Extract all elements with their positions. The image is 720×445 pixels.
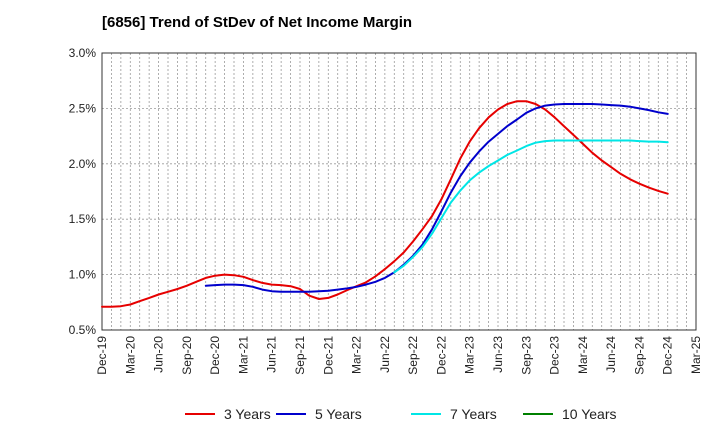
x-tick-label: Sep-22: [406, 336, 420, 375]
legend-label: 5 Years: [315, 406, 362, 422]
x-tick-label: Mar-25: [689, 336, 703, 374]
x-tick-label: Dec-22: [434, 336, 448, 375]
x-tick-label: Mar-22: [350, 336, 364, 374]
x-tick-label: Sep-24: [632, 336, 646, 375]
x-tick-label: Sep-23: [519, 336, 533, 375]
y-tick-label: 2.0%: [69, 157, 97, 171]
x-tick-label: Sep-21: [293, 336, 307, 375]
x-tick-label: Dec-23: [548, 336, 562, 375]
y-tick-label: 1.5%: [69, 212, 97, 226]
gridlines: [102, 53, 696, 330]
y-tick-label: 0.5%: [69, 323, 97, 337]
x-tick-label: Jun-23: [491, 336, 505, 373]
x-tick-label: Sep-20: [180, 336, 194, 375]
series-line: [393, 139, 669, 274]
x-tick-label: Jun-21: [265, 336, 279, 373]
x-tick-label: Mar-21: [236, 336, 250, 374]
x-tick-label: Jun-24: [604, 336, 618, 373]
series-line: [101, 100, 669, 308]
y-tick-label: 3.0%: [69, 46, 97, 60]
legend-label: 3 Years: [224, 406, 271, 422]
x-tick-label: Mar-23: [463, 336, 477, 374]
x-tick-label: Mar-24: [576, 336, 590, 374]
y-tick-label: 1.0%: [69, 268, 97, 282]
x-tick-label: Jun-20: [152, 336, 166, 373]
legend-label: 10 Years: [562, 406, 617, 422]
x-tick-label: Jun-22: [378, 336, 392, 373]
plot-frame: [101, 52, 697, 331]
chart-title: [6856] Trend of StDev of Net Income Marg…: [102, 14, 413, 31]
series-line: [204, 103, 669, 293]
x-tick-label: Mar-20: [123, 336, 137, 374]
x-tick-label: Dec-19: [95, 336, 109, 375]
legend: 3 Years 5 Years 7 Years 10 Years: [185, 406, 617, 422]
x-tick-label: Dec-20: [208, 336, 222, 375]
x-tick-label: Dec-21: [321, 336, 335, 375]
y-tick-label: 2.5%: [69, 101, 97, 115]
x-tick-label: Dec-24: [661, 336, 675, 375]
legend-label: 7 Years: [450, 406, 497, 422]
